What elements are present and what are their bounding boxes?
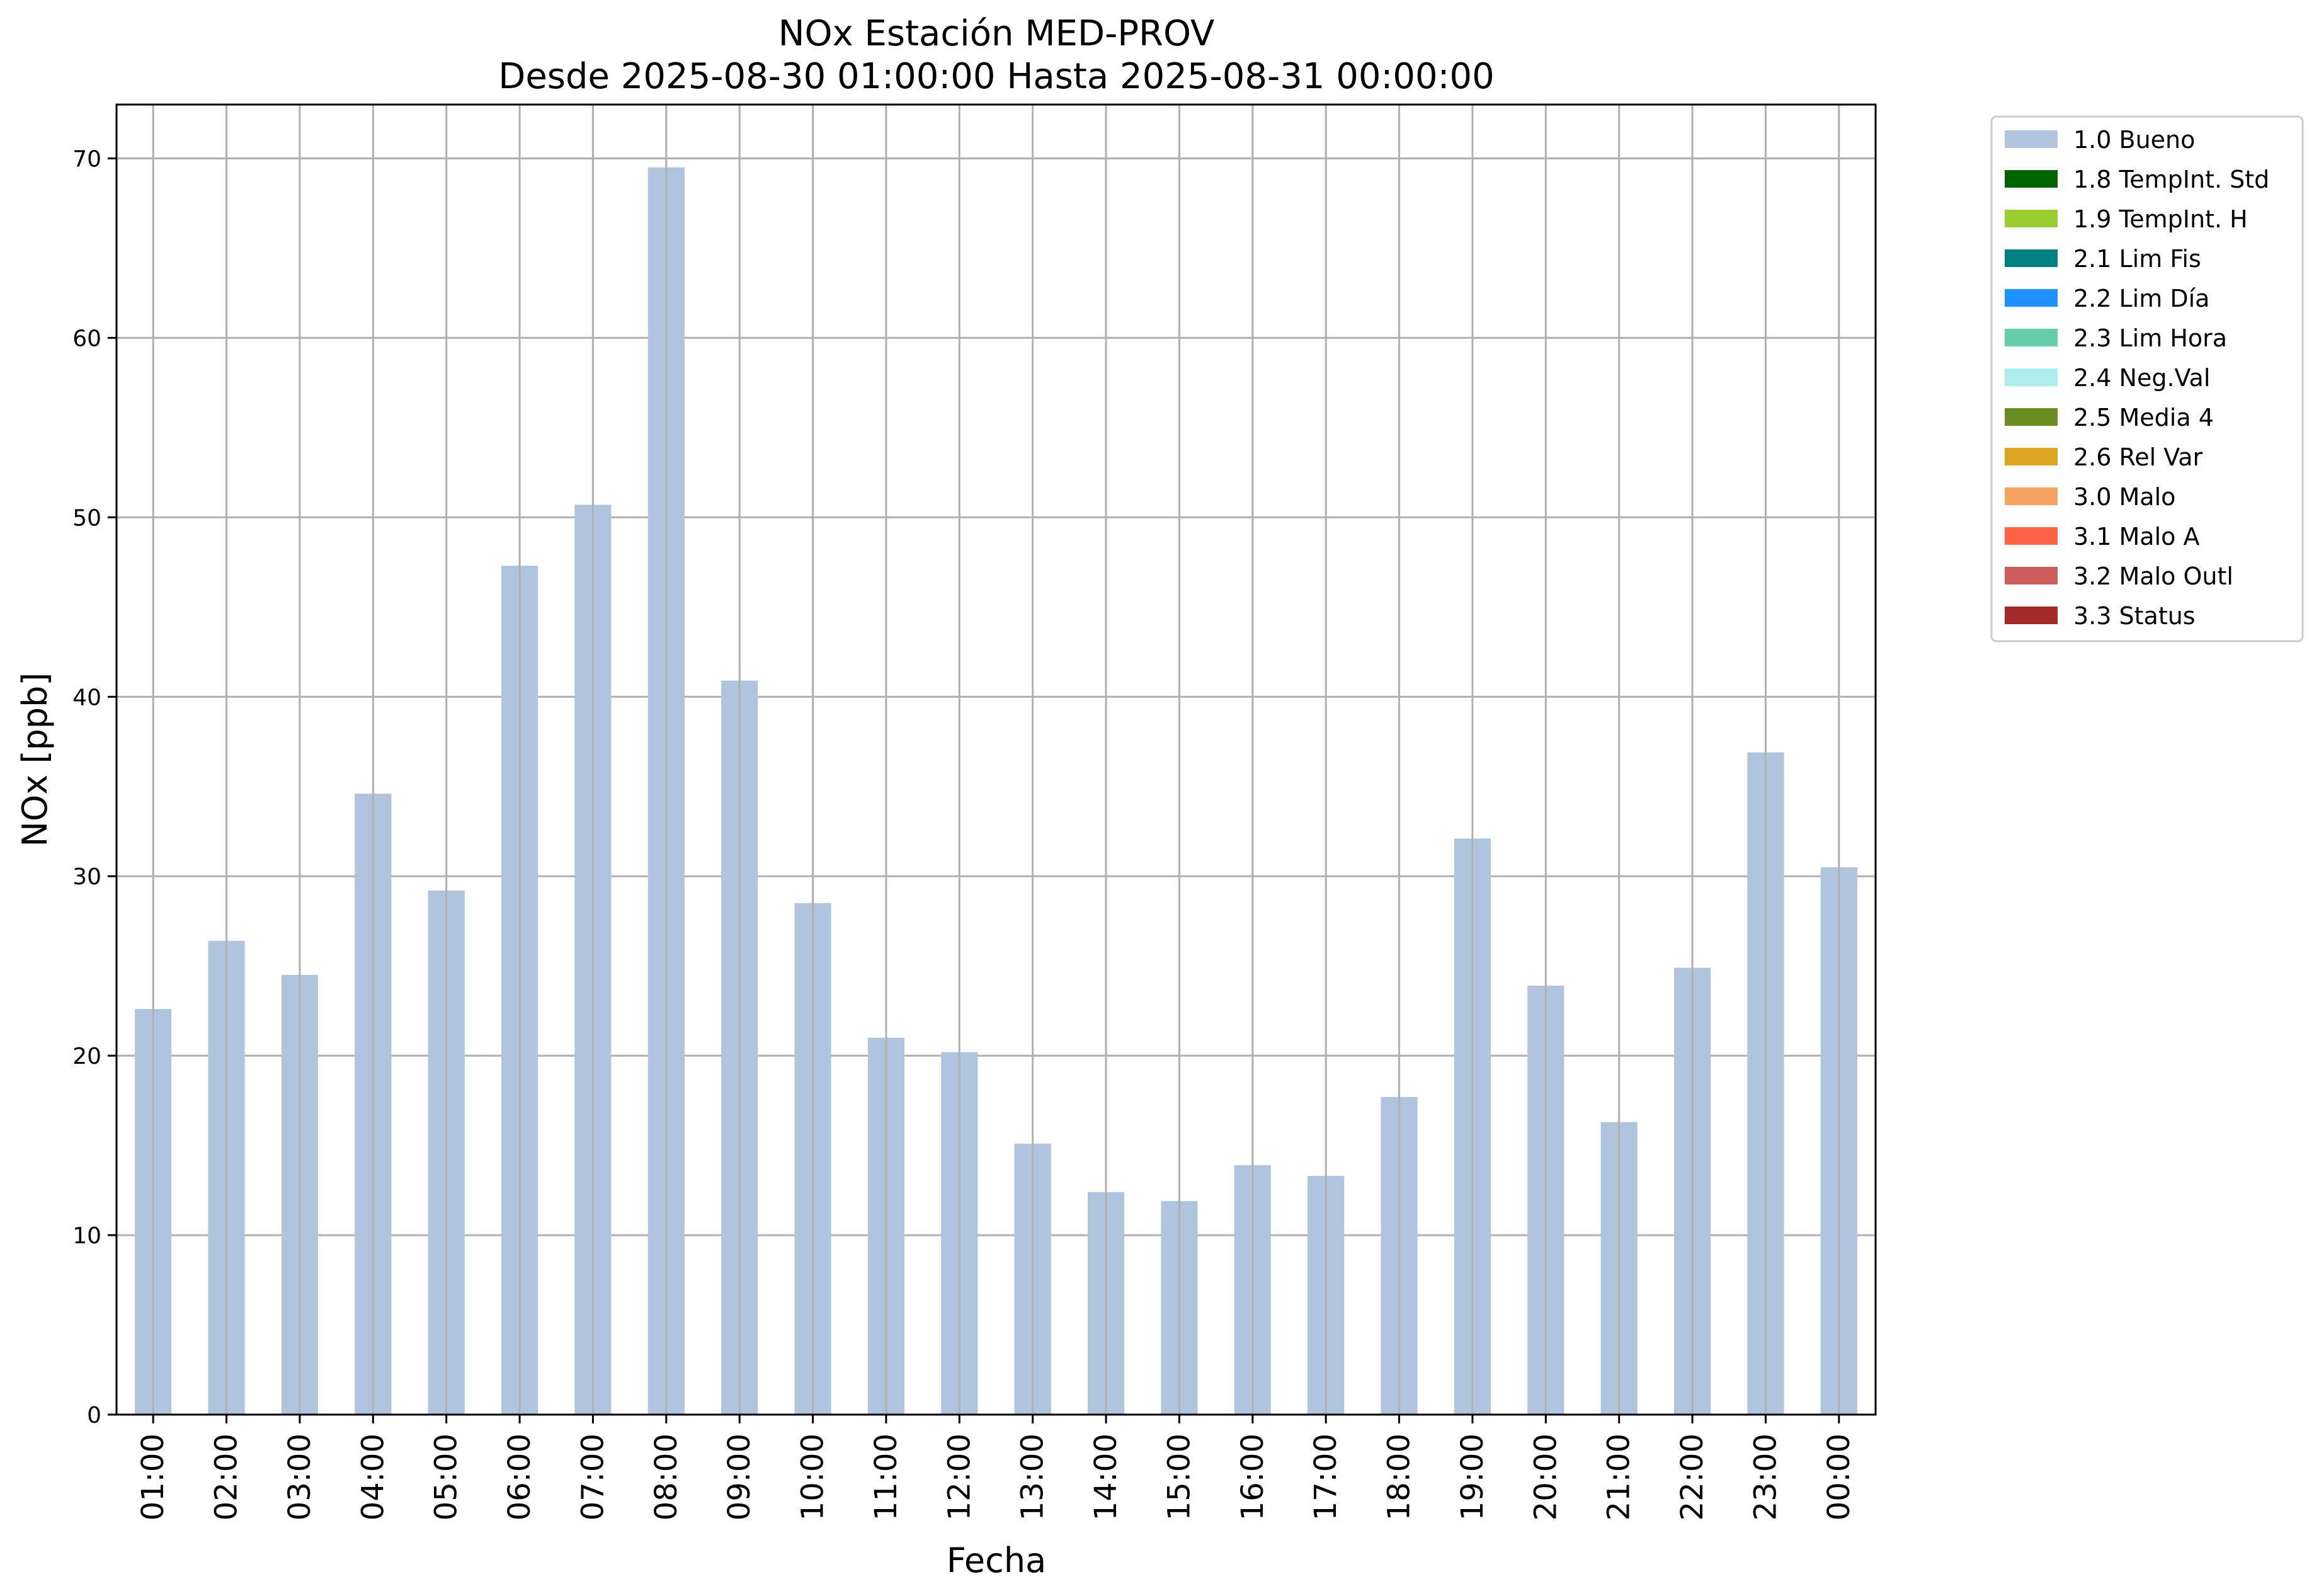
legend-swatch [2005, 289, 2058, 307]
legend-label: 2.6 Rel Var [2073, 443, 2203, 471]
y-tick-label: 20 [72, 1044, 101, 1069]
y-axis-ticks: 0 10 20 30 40 50 60 70 [72, 146, 117, 1428]
x-tick-label: 15:00 [1161, 1434, 1197, 1520]
x-tick-label: 04:00 [355, 1434, 390, 1520]
legend-swatch [2005, 130, 2058, 148]
x-tick-label: 11:00 [869, 1434, 904, 1520]
x-tick-label: 03:00 [282, 1434, 317, 1520]
x-tick-label: 21:00 [1602, 1434, 1637, 1520]
legend-label: 3.2 Malo Outl [2073, 562, 2233, 590]
legend-label: 2.4 Neg.Val [2073, 364, 2210, 392]
legend-label: 2.2 Lim Día [2073, 285, 2209, 312]
x-tick-label: 20:00 [1528, 1434, 1563, 1520]
y-tick-label: 10 [72, 1223, 101, 1249]
x-tick-label: 10:00 [795, 1434, 831, 1520]
legend-swatch [2005, 607, 2058, 624]
vertical-grid [152, 105, 1840, 1415]
x-tick-label: 01:00 [135, 1434, 171, 1520]
bars [135, 167, 1857, 1415]
x-tick-label: 22:00 [1675, 1434, 1710, 1520]
y-tick-label: 70 [72, 146, 101, 172]
legend-label: 1.8 TempInt. Std [2073, 166, 2269, 193]
x-tick-label: 12:00 [942, 1434, 977, 1520]
y-tick-label: 0 [87, 1403, 101, 1428]
plot-area-frame [115, 103, 1877, 1416]
legend-label: 2.5 Media 4 [2073, 404, 2214, 431]
x-axis-label: Fecha [947, 1541, 1046, 1580]
y-axis-label: NOx [ppb] [15, 673, 55, 847]
chart-subtitle: Desde 2025-08-30 01:00:00 Hasta 2025-08-… [498, 56, 1495, 97]
x-tick-label: 07:00 [575, 1434, 610, 1520]
legend-swatch [2005, 368, 2058, 386]
x-tick-label: 14:00 [1088, 1434, 1124, 1520]
x-tick-label: 09:00 [722, 1434, 757, 1520]
legend-swatch [2005, 567, 2058, 584]
legend-swatch [2005, 210, 2058, 227]
legend-swatch [2005, 487, 2058, 505]
x-tick-label: 16:00 [1235, 1434, 1270, 1520]
legend-swatch [2005, 170, 2058, 188]
y-tick-label: 50 [72, 505, 101, 531]
x-tick-label: 23:00 [1748, 1434, 1783, 1520]
x-tick-label: 08:00 [649, 1434, 684, 1520]
x-tick-label: 00:00 [1821, 1434, 1857, 1520]
legend-label: 2.1 Lim Fis [2073, 245, 2201, 273]
x-tick-label: 02:00 [209, 1434, 244, 1520]
legend-label: 2.3 Lim Hora [2073, 324, 2227, 352]
x-axis-ticks: 01:00 02:00 03:00 04:00 05:00 06:00 07:00 08:00… [135, 1415, 1857, 1520]
legend-swatch [2005, 448, 2058, 465]
x-tick-label: 17:00 [1308, 1434, 1343, 1520]
y-tick-label: 30 [72, 864, 101, 890]
legend-label: 1.0 Bueno [2073, 126, 2195, 154]
x-tick-label: 13:00 [1015, 1434, 1051, 1520]
legend-label: 3.1 Malo A [2073, 523, 2199, 550]
legend-label: 1.9 TempInt. H [2073, 205, 2248, 233]
legend-swatch [2005, 329, 2058, 346]
chart-title: NOx Estación MED-PROV [778, 13, 1215, 54]
legend-label: 3.0 Malo [2073, 483, 2175, 511]
legend: 1.0 Bueno 1.8 TempInt. Std 1.9 TempInt. H 2… [1990, 115, 2304, 642]
legend-frame [1990, 115, 2304, 642]
legend-swatch [2005, 527, 2058, 545]
y-tick-label: 40 [72, 685, 101, 710]
x-tick-label: 05:00 [429, 1434, 464, 1520]
legend-label: 3.3 Status [2073, 602, 2196, 630]
x-tick-label: 19:00 [1455, 1434, 1490, 1520]
x-tick-label: 18:00 [1382, 1434, 1417, 1520]
legend-swatch [2005, 249, 2058, 267]
legend-swatch [2005, 408, 2058, 426]
y-tick-label: 60 [72, 326, 101, 351]
x-tick-label: 06:00 [502, 1434, 537, 1520]
grid [117, 157, 1876, 1236]
